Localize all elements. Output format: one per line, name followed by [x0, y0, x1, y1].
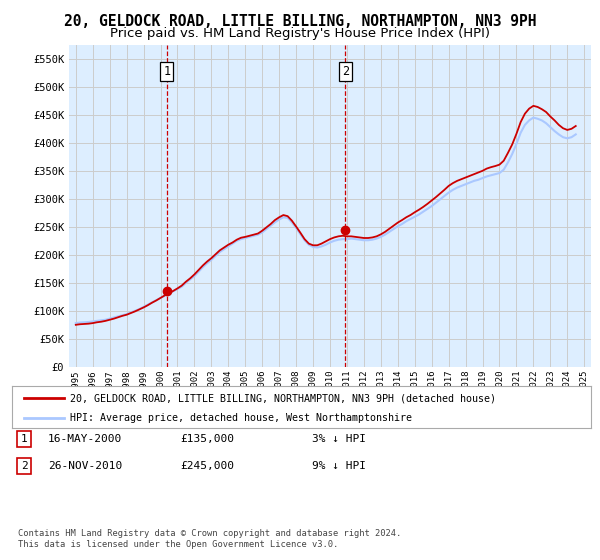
Text: 20, GELDOCK ROAD, LITTLE BILLING, NORTHAMPTON, NN3 9PH (detached house): 20, GELDOCK ROAD, LITTLE BILLING, NORTHA…: [70, 393, 496, 403]
Text: 20, GELDOCK ROAD, LITTLE BILLING, NORTHAMPTON, NN3 9PH: 20, GELDOCK ROAD, LITTLE BILLING, NORTHA…: [64, 14, 536, 29]
Text: 1: 1: [20, 434, 28, 444]
Text: 2: 2: [341, 65, 349, 78]
Text: 16-MAY-2000: 16-MAY-2000: [48, 434, 122, 444]
Text: £245,000: £245,000: [180, 461, 234, 471]
Text: £135,000: £135,000: [180, 434, 234, 444]
Text: 9% ↓ HPI: 9% ↓ HPI: [312, 461, 366, 471]
Text: Price paid vs. HM Land Registry's House Price Index (HPI): Price paid vs. HM Land Registry's House …: [110, 27, 490, 40]
Text: 3% ↓ HPI: 3% ↓ HPI: [312, 434, 366, 444]
Text: 1: 1: [163, 65, 170, 78]
Text: 2: 2: [20, 461, 28, 471]
Text: Contains HM Land Registry data © Crown copyright and database right 2024.
This d: Contains HM Land Registry data © Crown c…: [18, 529, 401, 549]
Text: HPI: Average price, detached house, West Northamptonshire: HPI: Average price, detached house, West…: [70, 413, 412, 423]
Text: 26-NOV-2010: 26-NOV-2010: [48, 461, 122, 471]
